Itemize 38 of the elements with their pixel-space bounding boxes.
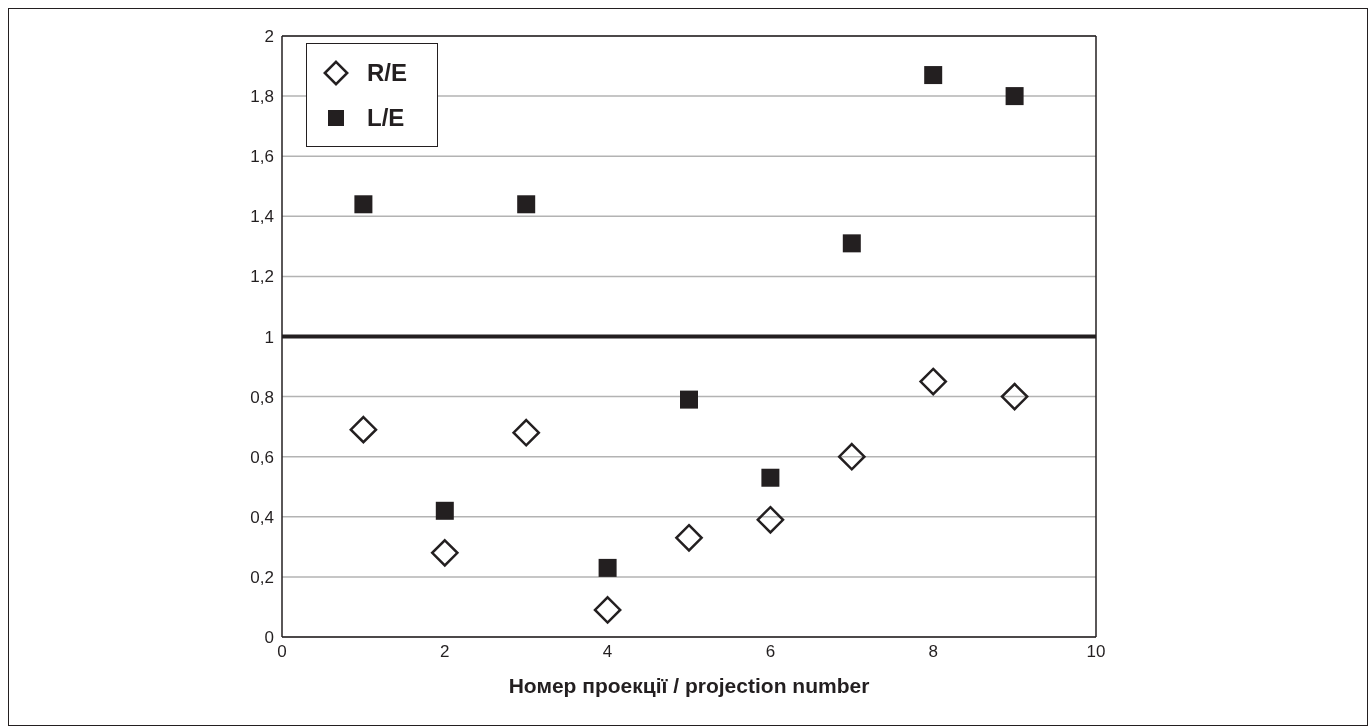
legend-label: R/E [367, 58, 408, 87]
point [512, 418, 541, 447]
point [517, 195, 536, 214]
point [761, 468, 780, 487]
x-tick-label: 4 [602, 642, 613, 662]
y-tick-label: 0,8 [250, 387, 274, 407]
y-tick-label: 1,4 [250, 207, 274, 227]
point [675, 523, 703, 552]
point [598, 558, 617, 577]
point [435, 501, 454, 520]
y-tick-label: 0,4 [250, 507, 274, 527]
point [349, 415, 378, 444]
x-tick-label: 10 [1086, 642, 1106, 662]
point [924, 66, 943, 85]
x-tick-label: 6 [765, 642, 776, 662]
y-tick-label: 1,8 [250, 87, 274, 107]
point [1000, 382, 1029, 411]
y-tick-label: 0,2 [250, 567, 274, 587]
x-tick-label: 0 [277, 642, 287, 662]
y-tick-label: 1,6 [250, 147, 274, 167]
x-tick-label: 8 [928, 642, 938, 662]
y-tick-label: 1,2 [250, 267, 274, 287]
point [1005, 87, 1024, 106]
y-tick-label: 0,6 [250, 447, 274, 467]
y-tick-label: 1 [264, 327, 274, 347]
x-tick-label: 2 [440, 642, 450, 662]
x-axis-title: Номер проекції / projection number [508, 674, 870, 697]
y-tick-label: 0 [264, 628, 274, 648]
point [354, 195, 373, 214]
legend-label: L/E [367, 103, 405, 132]
point [680, 390, 698, 409]
point [756, 505, 785, 534]
y-tick-label: 2 [264, 27, 274, 47]
point [842, 234, 861, 253]
point [430, 539, 459, 567]
point [919, 367, 948, 396]
point [593, 596, 622, 624]
point [837, 442, 866, 471]
